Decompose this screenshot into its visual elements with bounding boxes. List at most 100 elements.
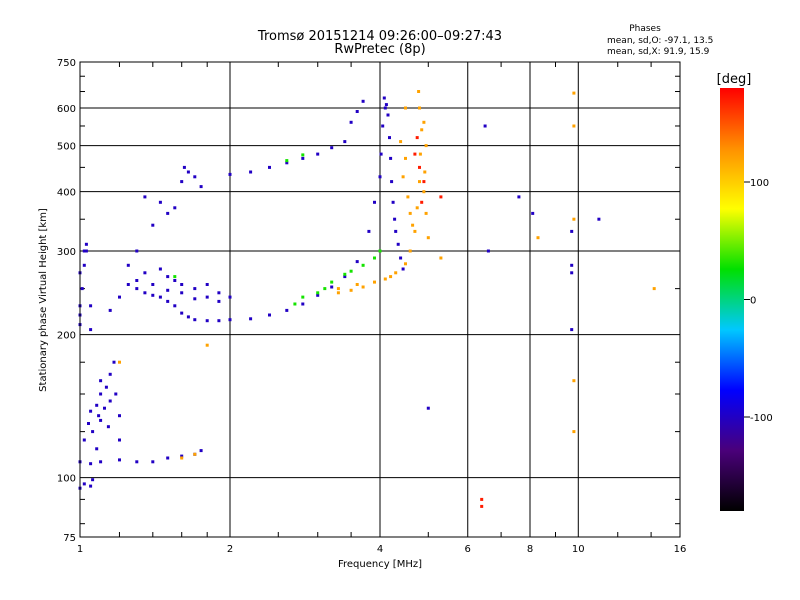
data-point xyxy=(205,343,209,347)
y-tick-labels: 75 100 200 300 400 500 600 750 xyxy=(57,58,76,544)
data-point xyxy=(82,249,86,253)
data-points xyxy=(78,90,656,508)
data-point xyxy=(135,287,139,291)
data-point xyxy=(355,110,359,113)
data-point xyxy=(480,497,484,501)
data-point xyxy=(423,170,427,174)
chart-title: Tromsø 20151214 09:26:00–09:27:43 xyxy=(257,29,502,44)
data-point xyxy=(158,295,162,299)
data-point xyxy=(99,418,103,422)
data-point xyxy=(205,295,209,299)
data-point xyxy=(373,200,376,204)
colorbar-ticks: 100 0 -100 xyxy=(744,178,773,424)
data-point xyxy=(89,409,93,413)
data-point xyxy=(483,124,487,128)
data-point xyxy=(393,217,397,221)
x-tick-label: 8 xyxy=(527,544,533,555)
data-point xyxy=(420,128,424,132)
x-axis-label: Frequency [MHz] xyxy=(338,559,422,570)
data-point xyxy=(95,447,99,451)
data-point xyxy=(391,200,395,204)
data-point xyxy=(316,152,320,156)
data-point xyxy=(193,297,197,301)
data-point xyxy=(382,96,386,100)
data-point xyxy=(143,195,147,199)
data-point xyxy=(126,263,130,267)
data-point xyxy=(112,360,116,364)
colorbar-label: [deg] xyxy=(717,72,752,87)
data-point xyxy=(536,236,540,240)
data-point xyxy=(349,269,353,273)
data-point xyxy=(389,275,393,279)
x-tick-label: 6 xyxy=(465,544,471,555)
data-point xyxy=(399,140,403,144)
data-point xyxy=(424,211,428,215)
data-point xyxy=(572,124,576,128)
data-point xyxy=(173,279,177,282)
data-point xyxy=(570,229,574,233)
data-point xyxy=(89,484,93,488)
y-tick-label: 600 xyxy=(57,104,76,115)
data-point xyxy=(531,211,535,215)
data-point xyxy=(228,172,232,176)
data-point xyxy=(106,425,110,429)
data-point xyxy=(205,319,209,323)
data-point xyxy=(173,206,177,210)
data-point xyxy=(570,263,574,267)
data-point xyxy=(99,392,103,396)
data-point xyxy=(84,242,88,246)
data-point xyxy=(408,211,412,215)
data-point xyxy=(118,414,121,418)
data-point xyxy=(193,318,197,322)
phases-heading: Phases xyxy=(629,24,661,34)
data-point xyxy=(330,280,334,284)
x-tick-label: 2 xyxy=(227,544,233,555)
data-point xyxy=(285,308,289,312)
data-point xyxy=(95,403,99,407)
data-point xyxy=(82,263,86,267)
data-point xyxy=(381,124,385,128)
data-point xyxy=(87,422,90,425)
data-point xyxy=(439,256,443,260)
data-point xyxy=(199,185,203,189)
data-point xyxy=(361,99,365,103)
data-point xyxy=(173,304,177,308)
data-point xyxy=(166,299,170,303)
data-point xyxy=(316,291,320,295)
data-point xyxy=(330,146,334,150)
data-point xyxy=(228,318,232,322)
data-point xyxy=(373,280,376,284)
data-point xyxy=(199,449,203,453)
y-tick-label: 100 xyxy=(57,474,76,485)
data-point xyxy=(388,136,391,140)
data-point xyxy=(268,313,271,317)
data-point xyxy=(166,456,170,460)
data-point xyxy=(394,271,398,275)
x-tick-label: 1 xyxy=(77,544,83,555)
data-point xyxy=(572,430,576,434)
y-tick-label: 750 xyxy=(57,58,76,69)
data-point xyxy=(404,156,407,160)
data-point xyxy=(186,315,190,319)
data-point xyxy=(151,293,155,297)
data-point xyxy=(193,175,197,179)
data-point xyxy=(89,328,93,332)
phases-x-stats: mean, sd,X: 91.9, 15.9 xyxy=(607,47,710,57)
data-point xyxy=(424,144,428,148)
data-point xyxy=(323,287,327,291)
data-point xyxy=(118,360,121,364)
data-point xyxy=(390,180,394,184)
data-point xyxy=(349,288,353,292)
data-point xyxy=(82,482,86,486)
data-point xyxy=(217,291,221,295)
data-point xyxy=(413,152,417,156)
y-tick-label: 500 xyxy=(57,142,76,153)
data-point xyxy=(249,170,253,174)
y-tick-label: 75 xyxy=(63,533,76,544)
data-point xyxy=(135,249,139,253)
data-point xyxy=(268,165,271,169)
data-point xyxy=(378,249,382,253)
y-tick-label: 400 xyxy=(57,188,76,199)
data-point xyxy=(415,206,419,210)
data-point xyxy=(82,438,86,442)
